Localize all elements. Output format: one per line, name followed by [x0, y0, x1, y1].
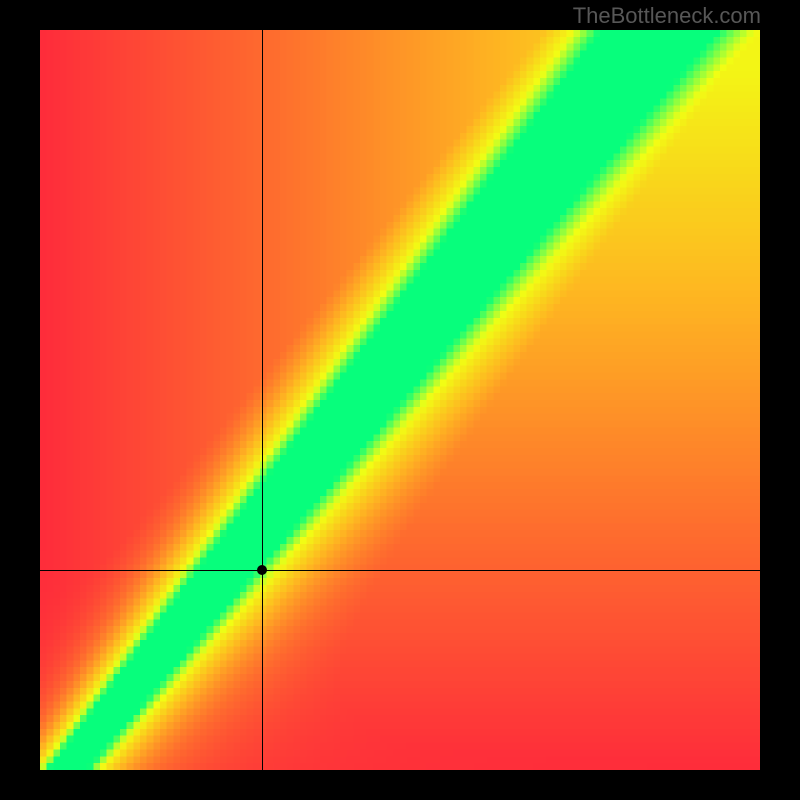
watermark-text: TheBottleneck.com	[573, 3, 761, 29]
heatmap-canvas	[40, 30, 760, 770]
crosshair-vertical	[262, 30, 263, 770]
chart-container: TheBottleneck.com	[0, 0, 800, 800]
crosshair-marker	[257, 565, 267, 575]
crosshair-horizontal	[40, 570, 760, 571]
